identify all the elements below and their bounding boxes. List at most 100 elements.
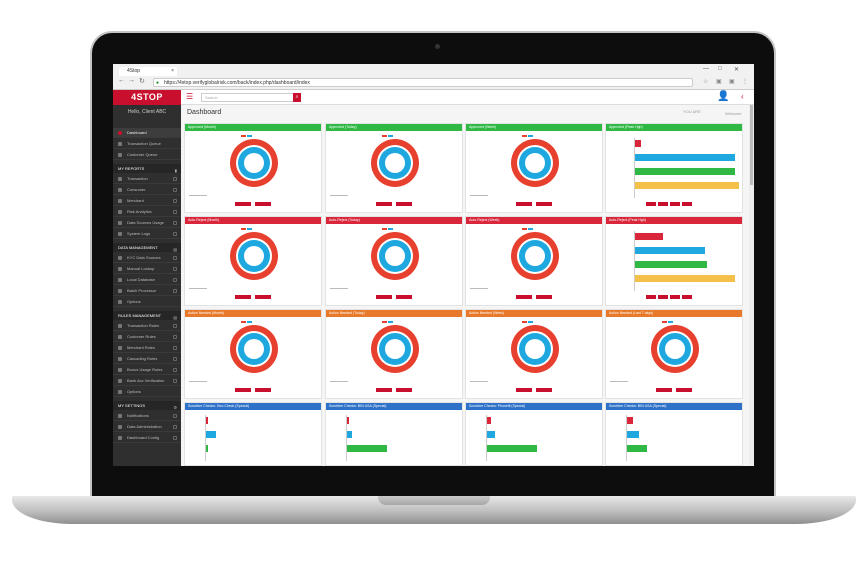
sidebar-item-merchant-rules[interactable]: Merchant Rules xyxy=(113,343,181,353)
sidebar-item-dashboard-config[interactable]: Dashboard Config xyxy=(113,433,181,443)
panel-action-button[interactable] xyxy=(376,202,392,206)
sidebar-item-transaction-queue[interactable]: Transaction Queue xyxy=(113,139,181,149)
sidebar-item-risk-analytics[interactable]: Risk Analytics xyxy=(113,207,181,217)
sidebar-item-local-database[interactable]: Local Database xyxy=(113,275,181,285)
panel-action-button[interactable] xyxy=(235,202,251,206)
menu-dots-icon[interactable]: ⋮ xyxy=(742,79,748,85)
panel-action-button[interactable] xyxy=(516,388,532,392)
chart-legend xyxy=(522,321,552,324)
section-label: RULES MANAGEMENT xyxy=(118,313,162,318)
panel-action-button[interactable] xyxy=(676,388,692,392)
sidebar-item-dashboard[interactable]: Dashboard xyxy=(113,128,181,138)
panel-action-button[interactable] xyxy=(682,202,692,206)
chart-legend xyxy=(522,228,552,231)
gear-icon: ⚙ xyxy=(173,405,177,410)
panel-action-button[interactable] xyxy=(255,202,271,206)
panel-action-button[interactable] xyxy=(658,202,668,206)
section-rules-management[interactable]: RULES MANAGEMENT ▤ xyxy=(113,311,181,320)
panel-action-button[interactable] xyxy=(670,295,680,299)
sidebar-item-batch-processor[interactable]: Batch Processor xyxy=(113,286,181,296)
sidebar-item-manual-lookup[interactable]: Manual Lookup xyxy=(113,264,181,274)
address-bar[interactable]: ● https://4stop.verifyglobalrisk.com/back… xyxy=(153,78,693,87)
bar-mark xyxy=(206,417,208,424)
panel-action-button[interactable] xyxy=(536,295,552,299)
chart-footnote xyxy=(330,194,348,197)
panel-title: Scrubber Checks: Geo Check (Special) xyxy=(185,403,321,410)
sidebar-item-bonus-usage-rules[interactable]: Bonus Usage Rules xyxy=(113,365,181,375)
sidebar-item-transaction-rules[interactable]: Transaction Rules xyxy=(113,321,181,331)
browser-tab[interactable]: 4Stop × xyxy=(119,67,177,76)
sidebar-item-system-logs[interactable]: System Logs xyxy=(113,229,181,239)
panel-title: Auto-Reject (Peak Hgh) xyxy=(606,217,742,224)
scrollbar-thumb[interactable] xyxy=(750,105,753,185)
panel-action-button[interactable] xyxy=(255,388,271,392)
sidebar-item-data-options[interactable]: Options xyxy=(113,297,181,307)
panel-action-button[interactable] xyxy=(536,388,552,392)
you-are-label: YOU ARE xyxy=(683,109,701,114)
sidebar-item-label: Transaction Queue xyxy=(127,141,161,146)
sidebar-item-label: Bank Acc Verification xyxy=(127,378,165,383)
panel-action-button[interactable] xyxy=(670,202,680,206)
panel-action-button[interactable] xyxy=(376,295,392,299)
panel-action-button[interactable] xyxy=(235,388,251,392)
search-icon[interactable]: ⌕ xyxy=(293,93,301,102)
maximize-button[interactable]: □ xyxy=(718,66,722,72)
sidebar-item-rules-options[interactable]: Options xyxy=(113,387,181,397)
section-my-settings[interactable]: MY SETTINGS ⚙ xyxy=(113,401,181,410)
panel-action-button[interactable] xyxy=(516,202,532,206)
hamburger-icon[interactable]: ☰ xyxy=(186,92,194,101)
panel-action-button[interactable] xyxy=(682,295,692,299)
panel-action-button[interactable] xyxy=(376,388,392,392)
panel-title: Action Needed (Month) xyxy=(185,310,321,317)
tab-close-icon[interactable]: × xyxy=(171,68,174,74)
extension-icon[interactable]: ▣ xyxy=(716,79,722,85)
chevron-left-icon[interactable]: ‹ xyxy=(741,92,744,101)
sidebar-item-transaction[interactable]: Transaction xyxy=(113,174,181,184)
close-button[interactable]: ✕ xyxy=(734,67,740,73)
chart-footnote xyxy=(330,287,348,290)
sidebar-item-merchant[interactable]: Merchant xyxy=(113,196,181,206)
sidebar-item-label: Customer Queue xyxy=(127,152,158,157)
panel-action-button[interactable] xyxy=(255,295,271,299)
rule-icon xyxy=(118,346,122,350)
sidebar-item-data-administration[interactable]: Data Administration xyxy=(113,422,181,432)
panel-action-button[interactable] xyxy=(658,295,668,299)
toggle-icon xyxy=(173,232,177,236)
section-data-management[interactable]: DATA MANAGEMENT ▤ xyxy=(113,243,181,252)
queue-icon xyxy=(118,153,122,157)
panel-action-button[interactable] xyxy=(396,202,412,206)
sidebar-item-notifications[interactable]: Notifications xyxy=(113,411,181,421)
search-input[interactable]: Search xyxy=(201,93,301,102)
panel-action-button[interactable] xyxy=(235,295,251,299)
reload-icon[interactable]: ↻ xyxy=(139,78,145,85)
panel-action-button[interactable] xyxy=(396,388,412,392)
minimize-button[interactable]: — xyxy=(703,66,709,72)
logo[interactable]: 4STOP xyxy=(113,90,181,105)
sidebar-item-bank-acc-verification[interactable]: Bank Acc Verification xyxy=(113,376,181,386)
section-my-reports[interactable]: MY REPORTS ▮ xyxy=(113,164,181,173)
panel-action-button[interactable] xyxy=(396,295,412,299)
scrollbar[interactable] xyxy=(749,105,754,466)
sidebar-item-kyc-data-sources[interactable]: KYC Data Sources xyxy=(113,253,181,263)
panel-action-button[interactable] xyxy=(656,388,672,392)
bell-icon xyxy=(118,414,122,418)
panel-action-button[interactable] xyxy=(516,295,532,299)
extension-icon[interactable]: ▣ xyxy=(729,79,735,85)
sidebar-item-consumer[interactable]: Consumer xyxy=(113,185,181,195)
panel-action-button[interactable] xyxy=(646,202,656,206)
rule-icon xyxy=(118,379,122,383)
chart-legend xyxy=(522,135,552,138)
sidebar-item-customer-rules[interactable]: Customer Rules xyxy=(113,332,181,342)
user-icon[interactable]: 👤 xyxy=(717,91,730,102)
dashboard-icon xyxy=(118,131,122,135)
forward-icon[interactable]: → xyxy=(128,77,135,84)
back-icon[interactable]: ← xyxy=(118,77,125,84)
sidebar-item-label: Merchant xyxy=(127,198,144,203)
sidebar-item-cascading-rules[interactable]: Cascading Rules xyxy=(113,354,181,364)
panel-action-button[interactable] xyxy=(646,295,656,299)
sidebar-item-data-sources-usage[interactable]: Data Sources Usage xyxy=(113,218,181,228)
sidebar-item-customer-queue[interactable]: Customer Queue xyxy=(113,150,181,160)
star-icon[interactable]: ☆ xyxy=(703,79,709,85)
panel-action-button[interactable] xyxy=(536,202,552,206)
panel-title: Approved (Week) xyxy=(466,124,602,131)
